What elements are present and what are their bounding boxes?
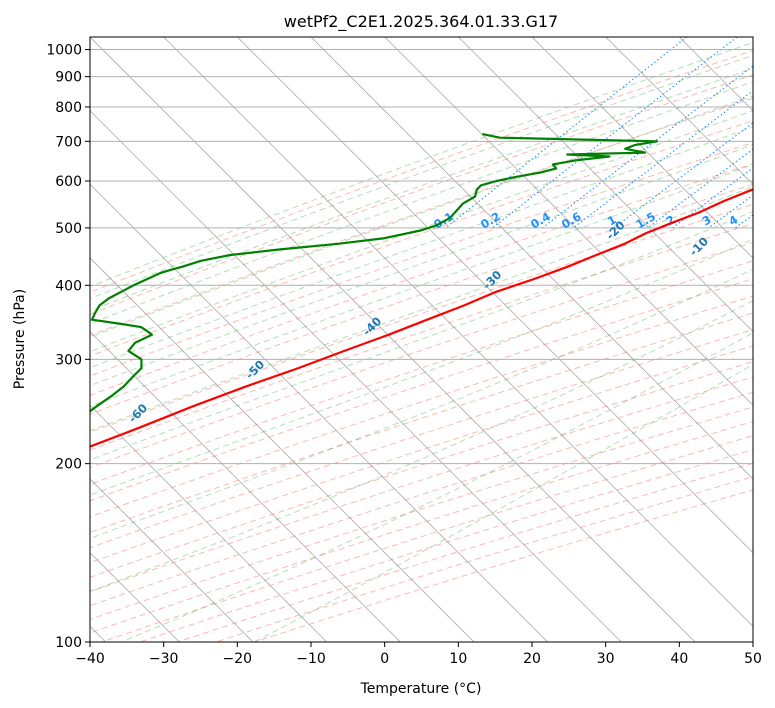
x-tick-label: 20 (523, 651, 541, 667)
dry-adiabat (90, 376, 753, 593)
mixing-ratio-label: 4 (726, 212, 740, 228)
pressure-gridlines (90, 49, 753, 643)
isotherm-line (531, 37, 753, 259)
mixing-ratio-line (492, 37, 738, 229)
x-tick-label: 0 (380, 651, 389, 667)
dry-adiabat (90, 260, 753, 485)
dewpoint-line (90, 133, 659, 413)
dry-adiabat (90, 223, 753, 451)
y-tick-label: 200 (55, 457, 82, 473)
y-tick-label: 1000 (46, 43, 82, 59)
dry-adiabat (90, 50, 753, 293)
dry-adiabat (90, 345, 753, 564)
moist-adiabat (90, 268, 753, 539)
moist-adiabat (90, 41, 753, 288)
y-tick-label: 500 (55, 221, 82, 237)
moist-adiabat (90, 81, 753, 325)
temperature-line (90, 188, 753, 448)
x-axis: −40 −30 −20 −10 0 10 20 30 40 50 (75, 642, 762, 667)
isotherm-label: -50 (243, 357, 268, 382)
x-tick-label: −10 (296, 651, 326, 667)
x-tick-label: 10 (449, 651, 467, 667)
isotherm-line (384, 37, 753, 406)
y-tick-label: 900 (55, 70, 82, 86)
plot-frame (89, 36, 754, 643)
y-tick-label: 800 (55, 100, 82, 116)
dry-adiabat (90, 142, 753, 377)
dry-adiabat (90, 74, 753, 315)
isotherm-line (90, 257, 475, 642)
profiles (90, 133, 753, 448)
isotherm-label: -70 (26, 455, 51, 480)
isotherm-line (90, 478, 254, 642)
isotherm-line (90, 37, 696, 642)
isotherm-line (237, 37, 753, 554)
mixing-ratio-line (445, 37, 688, 229)
dry-adiabat (90, 183, 753, 415)
moist-adiabat (90, 126, 753, 369)
isotherm-line (605, 37, 753, 185)
y-tick-label: 300 (55, 352, 82, 368)
moist-adiabat (90, 110, 753, 353)
moist-adiabat (90, 238, 753, 496)
dry-adiabat (90, 391, 753, 607)
isotherm-line (679, 37, 753, 112)
mixing-ratio-line (734, 214, 753, 229)
mixing-ratio-line (672, 167, 753, 229)
dry-adiabat (90, 361, 753, 578)
x-tick-label: −40 (75, 651, 105, 667)
isotherm-line (458, 37, 753, 333)
isotherm-line (163, 37, 753, 627)
isotherm-label: -40 (360, 314, 385, 339)
dry-adiabat (90, 312, 753, 534)
chart-title: wetPf2_C2E1.2025.364.01.33.G17 (284, 12, 558, 32)
dry-adiabat (90, 295, 753, 518)
dry-adiabat (90, 278, 753, 502)
x-tick-label: 50 (744, 651, 762, 667)
y-tick-label: 400 (55, 278, 82, 294)
dry-adiabat (90, 241, 753, 469)
dry-adiabat (101, 435, 753, 642)
isotherm-line (90, 183, 548, 642)
dry-adiabat (215, 476, 753, 642)
y-axis: 100 200 300 400 500 600 700 800 900 1000 (46, 43, 90, 651)
isotherm-line (90, 331, 401, 642)
y-tick-label: 600 (55, 174, 82, 190)
mixing-ratio-line (572, 90, 753, 229)
isotherm-line (752, 37, 753, 38)
isotherm-line (90, 404, 327, 642)
x-tick-label: −20 (223, 651, 253, 667)
y-axis-label: Pressure (hPa) (12, 289, 28, 389)
isotherm-line (310, 37, 753, 480)
isotherm-line (90, 110, 622, 642)
dry-adiabat (90, 163, 753, 396)
y-tick-label: 700 (55, 134, 82, 150)
x-tick-label: 30 (597, 651, 615, 667)
dry-adiabat (177, 462, 753, 642)
y-tick-label: 100 (55, 635, 82, 651)
moist-adiabat (90, 54, 753, 300)
moist-adiabat (253, 363, 753, 642)
dry-adiabat (90, 120, 753, 357)
isotherm-label: -60 (126, 401, 151, 426)
isotherm-label: -30 (480, 268, 505, 293)
moist-adiabat (90, 300, 753, 592)
dry-adiabat (90, 97, 753, 337)
dry-adiabat (90, 203, 753, 433)
guide-lines (90, 37, 753, 642)
x-axis-label: Temperature (°C) (360, 681, 482, 697)
mixing-ratio-line (542, 65, 753, 229)
moist-adiabat (90, 210, 753, 461)
moist-adiabat (120, 332, 753, 642)
dry-adiabat (90, 329, 753, 549)
x-tick-label: −30 (149, 651, 179, 667)
moist-adiabat (90, 186, 753, 432)
x-tick-label: 40 (670, 651, 688, 667)
